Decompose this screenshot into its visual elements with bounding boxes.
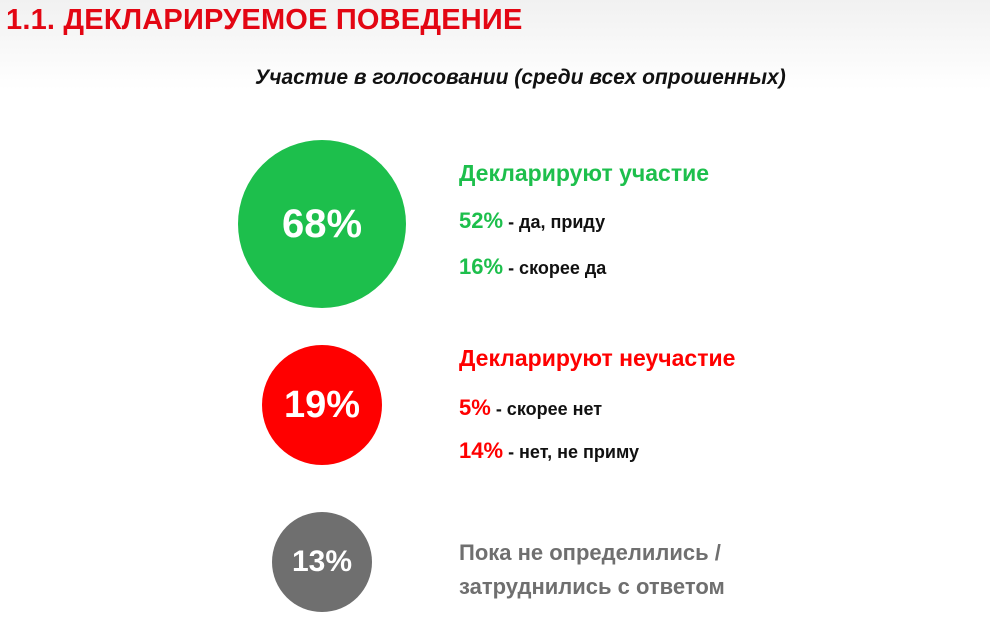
undecided-heading: Пока не определились / затруднились с от… [459,536,725,604]
undecided-circle: 13% [272,512,372,612]
nonparticipation-item-rather-no: 5% - скорее нет [459,395,602,421]
nonparticipation-percent: 19% [283,383,361,426]
item-percent: 16% [459,254,504,279]
undecided-heading-line: Пока не определились / [459,540,721,565]
undecided-percent: 13% [291,545,353,578]
page-title: 1.1. ДЕКЛАРИРУЕМОЕ ПОВЕДЕНИЕ [6,4,523,36]
participation-circle: 68% [238,140,406,308]
participation-item-rather-yes: 16% - скорее да [459,254,606,280]
nonparticipation-item-no: 14% - нет, не приму [459,438,639,464]
item-percent: 14% [459,438,504,463]
participation-percent: 68% [281,201,363,246]
page-subtitle: Участие в голосовании (среди всех опроше… [255,66,786,89]
item-percent: 5% [459,395,491,420]
item-label: - нет, не приму [508,442,640,462]
item-label: - скорее да [508,258,607,278]
participation-heading: Декларируют участие [459,160,710,186]
item-percent: 52% [459,208,504,233]
undecided-heading-line: затруднились с ответом [459,574,725,599]
nonparticipation-circle: 19% [262,345,382,465]
participation-item-yes: 52% - да, приду [459,208,605,234]
item-label: - да, приду [508,212,606,232]
nonparticipation-heading: Декларируют неучастие [459,345,736,371]
item-label: - скорее нет [495,399,603,419]
